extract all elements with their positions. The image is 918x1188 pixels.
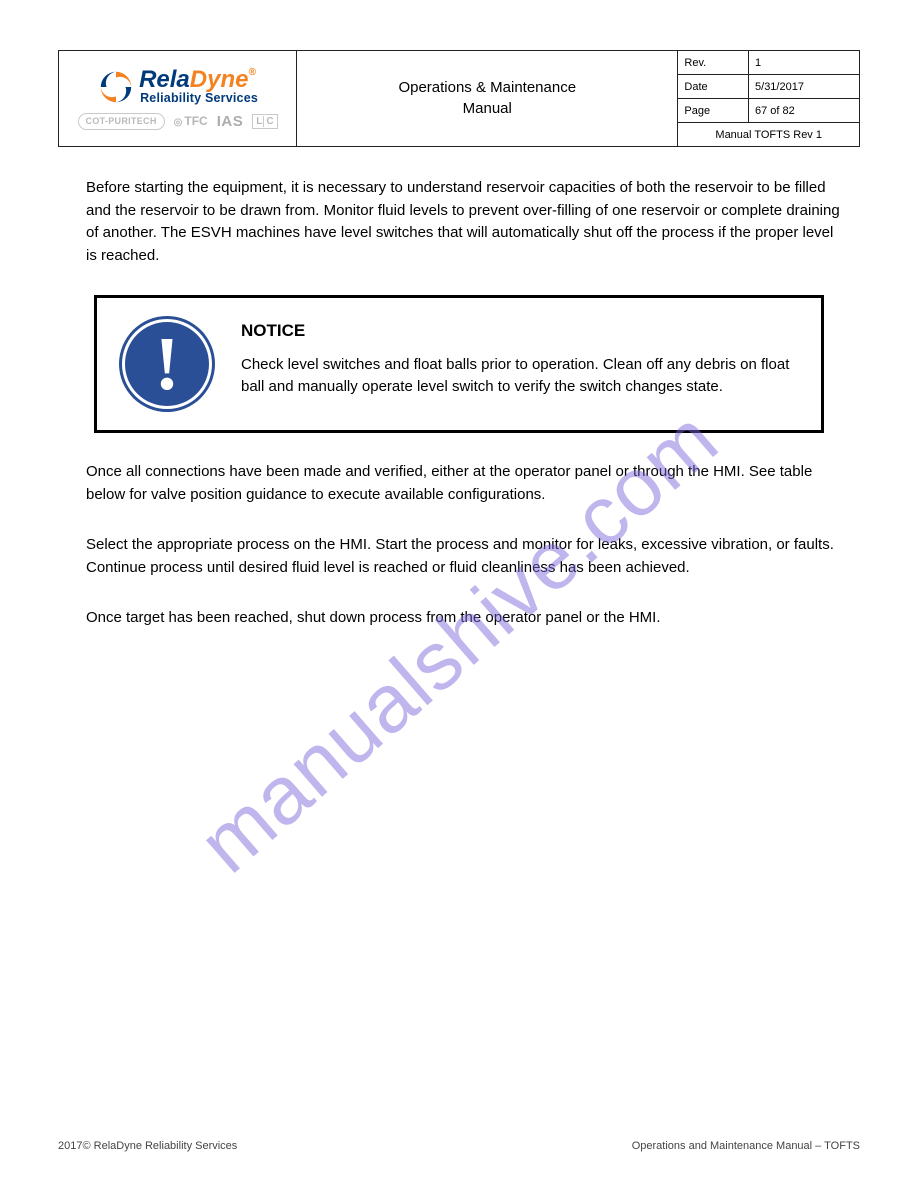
exclamation-icon: !: [154, 326, 179, 402]
footer-right: Operations and Maintenance Manual – TOFT…: [632, 1140, 860, 1152]
doc-title-line2: Manual: [307, 99, 667, 119]
para-2: Once all connections have been made and …: [86, 461, 848, 506]
doc-title-cell: Operations & Maintenance Manual: [297, 51, 678, 147]
footer: 2017© RelaDyne Reliability Services Oper…: [58, 1140, 860, 1152]
brand-text: RelaDyne® Reliability Services: [139, 68, 258, 105]
date-value: 5/31/2017: [749, 75, 860, 99]
brand-rela: Rela: [139, 66, 190, 93]
subbrand-tfc: TFC: [174, 114, 208, 128]
document-header: RelaDyne® Reliability Services COT-PURIT…: [58, 50, 860, 147]
notice-icon: !: [119, 316, 215, 412]
brand-name: RelaDyne®: [139, 68, 256, 92]
brand-sub: Reliability Services: [140, 92, 258, 105]
doc-title-line1: Operations & Maintenance: [307, 78, 667, 98]
body-content: Before starting the equipment, it is nec…: [58, 177, 860, 630]
para-1: Before starting the equipment, it is nec…: [86, 177, 848, 267]
subbrand-lc: LC: [252, 114, 277, 129]
brand-dyne: Dyne: [190, 66, 249, 93]
subbrands: COT-PURITECH TFC IAS LC: [78, 113, 278, 130]
rev-label: Rev.: [678, 51, 749, 75]
para-3: Select the appropriate process on the HM…: [86, 534, 848, 579]
notice-body: Check level switches and float balls pri…: [241, 354, 799, 399]
date-label: Date: [678, 75, 749, 99]
rev-value: 1: [749, 51, 860, 75]
manual-label: Manual TOFTS Rev 1: [678, 123, 860, 147]
footer-left: 2017© RelaDyne Reliability Services: [58, 1140, 237, 1152]
page-label: Page: [678, 99, 749, 123]
notice-box: ! NOTICE Check level switches and float …: [94, 295, 824, 433]
logo-stack: RelaDyne® Reliability Services COT-PURIT…: [67, 68, 288, 130]
logo-cell: RelaDyne® Reliability Services COT-PURIT…: [59, 51, 297, 147]
subbrand-ias: IAS: [217, 113, 244, 130]
notice-text: NOTICE Check level switches and float ba…: [241, 310, 799, 399]
subbrand-cot: COT-PURITECH: [78, 113, 165, 130]
logo-main: RelaDyne® Reliability Services: [97, 68, 258, 106]
page-value: 67 of 82: [749, 99, 860, 123]
brand-reg: ®: [248, 67, 255, 78]
notice-heading: NOTICE: [241, 318, 799, 344]
para-4: Once target has been reached, shut down …: [86, 607, 848, 630]
swirl-icon: [97, 68, 135, 106]
